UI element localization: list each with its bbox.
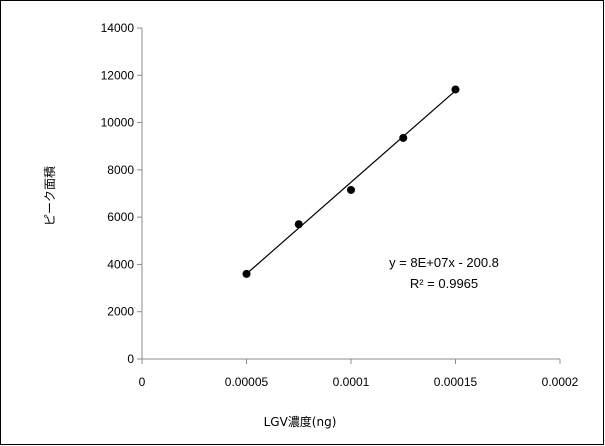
y-tick-label: 4000 — [107, 257, 134, 271]
y-tick-label: 14000 — [101, 21, 135, 35]
y-axis-ticks: 0 2000 4000 6000 8000 10000 12000 14000 — [101, 21, 142, 366]
y-tick-label: 8000 — [107, 163, 134, 177]
data-point — [294, 220, 303, 229]
trendline-equation: y = 8E+07x - 200.8 — [389, 255, 499, 270]
trendline — [246, 90, 456, 275]
y-tick-label: 2000 — [107, 305, 134, 319]
x-tick-label: 0 — [139, 375, 146, 389]
y-tick-label: 12000 — [101, 68, 135, 82]
x-axis-title: LGV濃度(ng) — [264, 414, 337, 429]
r-squared-label: R² = 0.9965 — [410, 276, 478, 291]
data-point — [451, 85, 460, 94]
x-tick-label: 0.00015 — [434, 375, 478, 389]
x-tick-label: 0.0002 — [542, 375, 579, 389]
y-axis-title: ピーク面積 — [42, 166, 57, 226]
data-point — [347, 185, 355, 194]
data-point — [399, 133, 408, 142]
y-tick-label: 0 — [127, 352, 134, 366]
x-tick-label: 0.0001 — [333, 375, 370, 389]
y-tick-label: 6000 — [107, 210, 134, 224]
data-points — [242, 85, 460, 278]
data-point — [242, 269, 251, 278]
x-tick-label: 0.00005 — [225, 375, 269, 389]
x-axis-ticks: 0 0.00005 0.0001 0.00015 0.0002 — [139, 359, 579, 389]
y-tick-label: 10000 — [101, 116, 135, 130]
